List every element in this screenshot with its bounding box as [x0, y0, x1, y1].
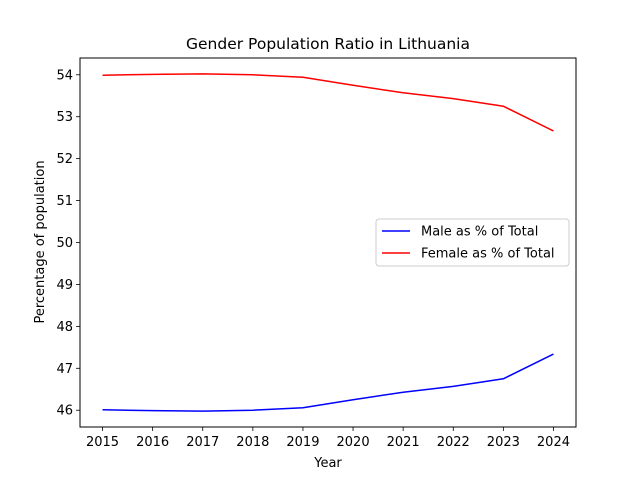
plot-lines [102, 73, 554, 412]
y-tick-label: 52 [56, 152, 73, 167]
y-tick-label: 46 [56, 404, 73, 419]
y-tick-label: 47 [56, 362, 73, 377]
x-tick-label: 2019 [286, 435, 319, 450]
x-tick-label: 2022 [437, 435, 470, 450]
x-tick-label: 2018 [236, 435, 269, 450]
legend-box [375, 218, 570, 267]
x-tick-label: 2017 [186, 435, 219, 450]
x-tick-label: 2021 [387, 435, 420, 450]
legend-label-1: Female as % of Total [421, 247, 555, 262]
legend-label-0: Male as % of Total [421, 225, 538, 240]
y-tick-label: 51 [56, 194, 73, 209]
x-tick-label: 2020 [337, 435, 370, 450]
series-line-0 [102, 353, 554, 412]
x-axis: 2015 2016 2017 2018 2019 2020 2021 2022 2023 2024 [86, 427, 570, 450]
y-tick-label: 54 [56, 68, 73, 83]
y-axis: 46 47 48 49 50 51 52 53 54 [56, 68, 80, 419]
x-tick-label: 2023 [487, 435, 520, 450]
series-line-1 [102, 73, 554, 132]
x-axis-label: Year [313, 456, 342, 471]
x-tick-label: 2024 [537, 435, 570, 450]
y-tick-label: 53 [56, 110, 73, 125]
y-axis-label: Percentage of population [33, 160, 48, 323]
legend: Male as % of Total Female as % of Total [375, 218, 570, 267]
y-tick-label: 50 [56, 236, 73, 251]
y-tick-label: 49 [56, 278, 73, 293]
y-tick-label: 48 [56, 320, 73, 335]
x-tick-label: 2015 [86, 435, 119, 450]
x-tick-label: 2016 [136, 435, 169, 450]
chart-title: Gender Population Ratio in Lithuania [186, 35, 470, 53]
